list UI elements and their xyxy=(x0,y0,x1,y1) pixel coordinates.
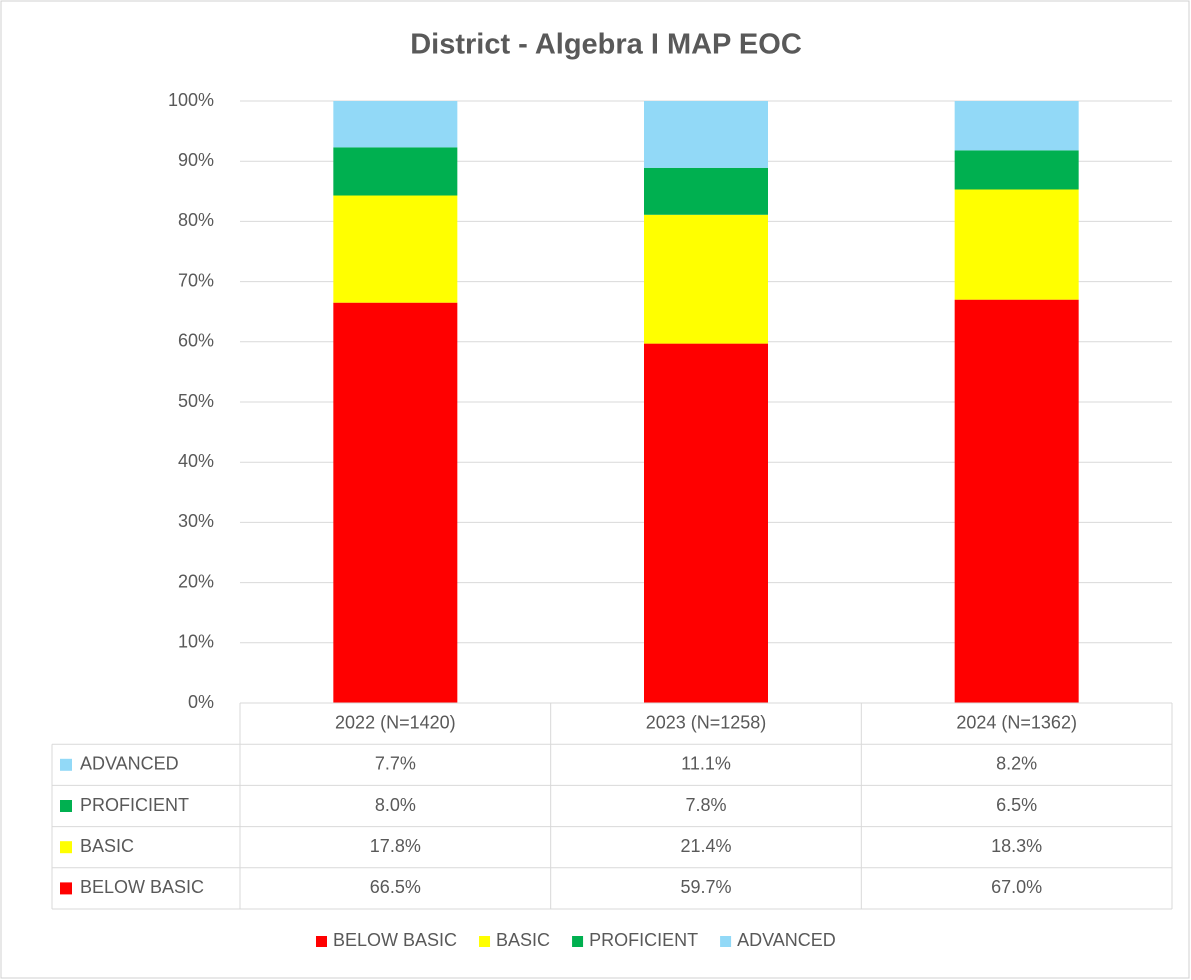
legend-key xyxy=(720,936,732,947)
y-tick-label: 10% xyxy=(178,632,214,652)
legend-key xyxy=(572,936,584,947)
y-tick-label: 100% xyxy=(168,90,214,110)
table-row-label: BASIC xyxy=(80,836,134,856)
table-cell: 17.8% xyxy=(370,836,421,856)
table-cell: 66.5% xyxy=(370,877,421,897)
y-tick-label: 60% xyxy=(178,331,214,351)
y-tick-label: 0% xyxy=(188,692,214,712)
legend-label: PROFICIENT xyxy=(589,930,698,950)
table-legend-key xyxy=(60,882,72,895)
y-tick-label: 30% xyxy=(178,511,214,531)
table-legend-key xyxy=(60,841,72,854)
x-tick-label: 2022 (N=1420) xyxy=(335,712,456,732)
bar-segment xyxy=(333,195,458,303)
legend-label: BELOW BASIC xyxy=(333,930,457,950)
table-cell: 59.7% xyxy=(680,877,731,897)
table-cell: 8.0% xyxy=(375,795,416,815)
x-tick-label: 2024 (N=1362) xyxy=(956,712,1077,732)
bar-segment xyxy=(954,150,1079,190)
y-tick-label: 40% xyxy=(178,451,214,471)
y-tick-label: 20% xyxy=(178,571,214,591)
bar-segment xyxy=(644,343,768,703)
legend-key xyxy=(479,936,491,947)
table-legend-key xyxy=(60,758,72,771)
y-tick-label: 90% xyxy=(178,150,214,170)
bar-segment xyxy=(954,299,1079,703)
bar-segment xyxy=(644,214,768,344)
bar-segment xyxy=(333,147,458,196)
bar-segment xyxy=(333,302,458,703)
y-tick-label: 50% xyxy=(178,391,214,411)
table-cell: 7.7% xyxy=(375,754,416,774)
bar-segment xyxy=(644,167,768,215)
table-cell: 7.8% xyxy=(685,795,726,815)
table-row-label: BELOW BASIC xyxy=(80,877,204,897)
chart-title: District - Algebra I MAP EOC xyxy=(410,29,802,61)
bar-segment xyxy=(954,101,1079,151)
bar-segment xyxy=(954,189,1079,300)
table-cell: 11.1% xyxy=(681,754,731,774)
table-cell: 18.3% xyxy=(991,836,1042,856)
y-tick-label: 70% xyxy=(178,270,214,290)
table-cell: 67.0% xyxy=(991,877,1042,897)
x-tick-label: 2023 (N=1258) xyxy=(646,712,767,732)
legend-key xyxy=(316,936,327,947)
table-row-label: ADVANCED xyxy=(80,754,179,774)
bar-segment xyxy=(333,101,458,148)
legend-label: BASIC xyxy=(496,930,550,950)
table-legend-key xyxy=(60,800,72,812)
legend-label: ADVANCED xyxy=(737,930,836,950)
y-tick-label: 80% xyxy=(178,210,214,230)
table-cell: 6.5% xyxy=(996,795,1037,815)
table-cell: 21.4% xyxy=(680,836,731,856)
table-row-label: PROFICIENT xyxy=(80,795,189,815)
bar-segment xyxy=(644,101,768,168)
table-cell: 8.2% xyxy=(996,754,1037,774)
